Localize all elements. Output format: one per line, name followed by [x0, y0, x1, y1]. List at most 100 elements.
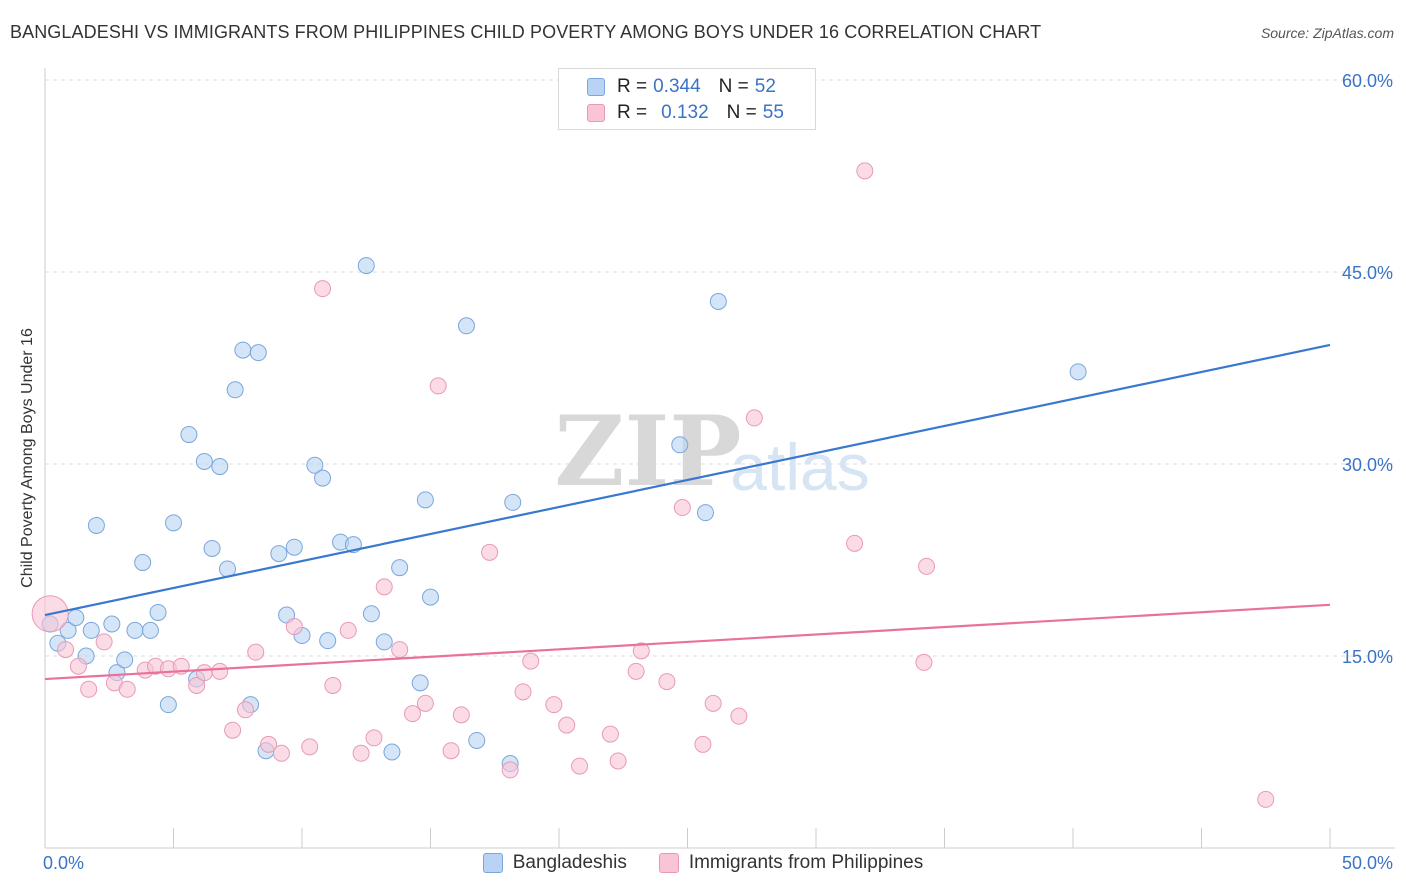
data-point	[694, 735, 712, 753]
legend-swatch-pink	[587, 104, 605, 122]
data-point	[504, 493, 522, 511]
data-point	[357, 257, 375, 275]
data-point	[319, 632, 337, 650]
data-point	[404, 705, 422, 723]
legend-r-label: R =	[617, 102, 648, 123]
data-point	[352, 744, 370, 762]
legend-n-label: N =	[726, 102, 757, 123]
data-point	[67, 609, 85, 627]
legend-row-bangladeshis: R = 0.344 N = 52	[587, 75, 776, 99]
data-point	[558, 716, 576, 734]
data-point	[375, 578, 393, 596]
legend-r-value: 0.344	[653, 76, 701, 97]
y-tick-label: 45.0%	[1342, 263, 1393, 283]
data-point	[846, 534, 864, 552]
data-point	[134, 554, 152, 572]
data-point	[95, 633, 113, 651]
watermark-zip: ZIP	[554, 395, 741, 508]
data-point	[391, 641, 409, 659]
data-point	[236, 701, 254, 719]
source-label: Source: ZipAtlas.com	[1260, 25, 1394, 41]
data-point	[391, 559, 409, 577]
x-tick-label: 0.0%	[43, 853, 84, 873]
legend-n-label: N =	[718, 76, 749, 97]
correlation-legend: R = 0.344 N = 52 R = 0.132 N = 55	[558, 68, 816, 130]
data-point	[87, 516, 105, 534]
trend-line	[44, 343, 1331, 617]
legend-swatch-blue	[587, 78, 605, 96]
data-point	[159, 696, 177, 714]
data-point	[57, 641, 75, 659]
data-point	[82, 621, 100, 639]
data-point	[141, 621, 159, 639]
series-legend: Bangladeshis Immigrants from Philippines	[0, 852, 1406, 874]
data-point	[696, 504, 714, 522]
data-point	[632, 642, 650, 660]
data-point	[601, 725, 619, 743]
legend-label: Bangladeshis	[512, 852, 627, 873]
data-point	[247, 643, 265, 661]
data-point	[165, 514, 182, 532]
data-point	[365, 729, 383, 747]
data-point	[730, 707, 748, 725]
series-philippines	[31, 162, 1275, 808]
data-point	[442, 742, 460, 760]
legend-item-philippines: Immigrants from Philippines	[658, 852, 924, 874]
legend-n-value: 52	[754, 76, 776, 97]
data-point	[1069, 363, 1087, 381]
data-point	[126, 621, 144, 639]
data-point	[314, 280, 332, 298]
data-point	[324, 676, 342, 694]
data-point	[224, 721, 242, 739]
data-point	[915, 653, 933, 671]
legend-swatch-blue	[482, 853, 503, 873]
data-point	[69, 657, 87, 675]
data-point	[195, 664, 213, 682]
data-point	[203, 539, 221, 557]
data-point	[1257, 790, 1275, 808]
data-point	[211, 662, 229, 680]
data-point	[195, 452, 213, 470]
data-point	[103, 615, 121, 633]
data-point	[468, 731, 486, 749]
data-point	[856, 162, 874, 180]
data-point	[59, 621, 77, 639]
data-point	[285, 618, 303, 636]
data-point	[211, 458, 229, 476]
data-point	[704, 694, 722, 712]
data-point	[383, 743, 401, 761]
data-point	[522, 652, 540, 670]
data-point	[314, 469, 332, 487]
data-point	[301, 738, 319, 756]
y-tick-label: 60.0%	[1342, 71, 1393, 91]
data-point	[422, 588, 439, 606]
data-point	[658, 673, 676, 691]
legend-row-philippines: R = 0.132 N = 55	[587, 101, 784, 125]
data-point	[362, 605, 380, 623]
data-point	[249, 344, 267, 362]
legend-label: Immigrants from Philippines	[688, 852, 924, 873]
data-point	[234, 341, 252, 359]
data-point	[918, 557, 936, 575]
data-point	[285, 538, 303, 556]
trend-lines	[44, 343, 1331, 681]
data-point	[188, 676, 206, 694]
y-axis-label: Child Poverty Among Boys Under 16	[19, 328, 36, 588]
data-point	[80, 680, 98, 698]
data-point	[118, 680, 136, 698]
data-point	[416, 694, 434, 712]
data-point	[411, 674, 429, 692]
data-point	[671, 436, 689, 454]
data-point	[116, 651, 134, 669]
legend-r-label: R =	[617, 76, 648, 97]
data-point	[501, 761, 519, 779]
legend-r-value: 0.132	[661, 102, 709, 123]
data-point	[339, 621, 357, 639]
trend-line	[44, 603, 1331, 681]
legend-n-value: 55	[762, 102, 784, 123]
data-point	[571, 757, 589, 775]
data-point	[673, 499, 691, 517]
x-tick-label: 50.0%	[1342, 853, 1393, 873]
y-tick-label: 15.0%	[1342, 647, 1393, 667]
